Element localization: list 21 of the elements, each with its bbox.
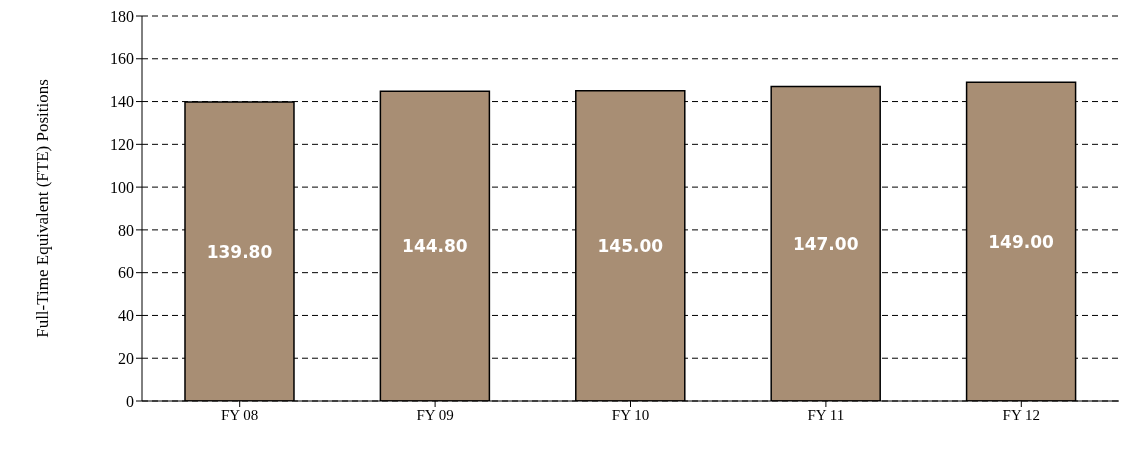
y-tick-label: 80 — [118, 221, 134, 239]
y-tick-label: 140 — [110, 93, 134, 111]
x-tick-label: FY 09 — [416, 406, 454, 423]
data-label: 147.00 — [792, 233, 859, 254]
x-tick-label: FY 11 — [807, 406, 845, 423]
x-tick-label: FY 12 — [1002, 406, 1040, 423]
y-axis-title: Full-Time Equivalent (FTE) Positions — [33, 79, 53, 338]
data-label: 139.80 — [206, 241, 273, 262]
x-tick-label: FY 10 — [611, 406, 650, 423]
y-tick-label: 120 — [110, 136, 134, 154]
y-tick-label: 40 — [118, 307, 134, 325]
data-label: 145.00 — [597, 235, 664, 256]
y-tick-label: 180 — [110, 7, 134, 25]
y-tick-label: 0 — [126, 392, 134, 410]
x-tick-label: FY 08 — [221, 406, 259, 423]
y-tick-label: 160 — [110, 50, 134, 68]
data-label: 149.00 — [988, 231, 1055, 252]
y-tick-label: 60 — [118, 264, 134, 282]
y-tick-label: 20 — [118, 349, 134, 367]
y-tick-label: 100 — [110, 178, 134, 196]
data-label: 144.80 — [402, 236, 468, 257]
